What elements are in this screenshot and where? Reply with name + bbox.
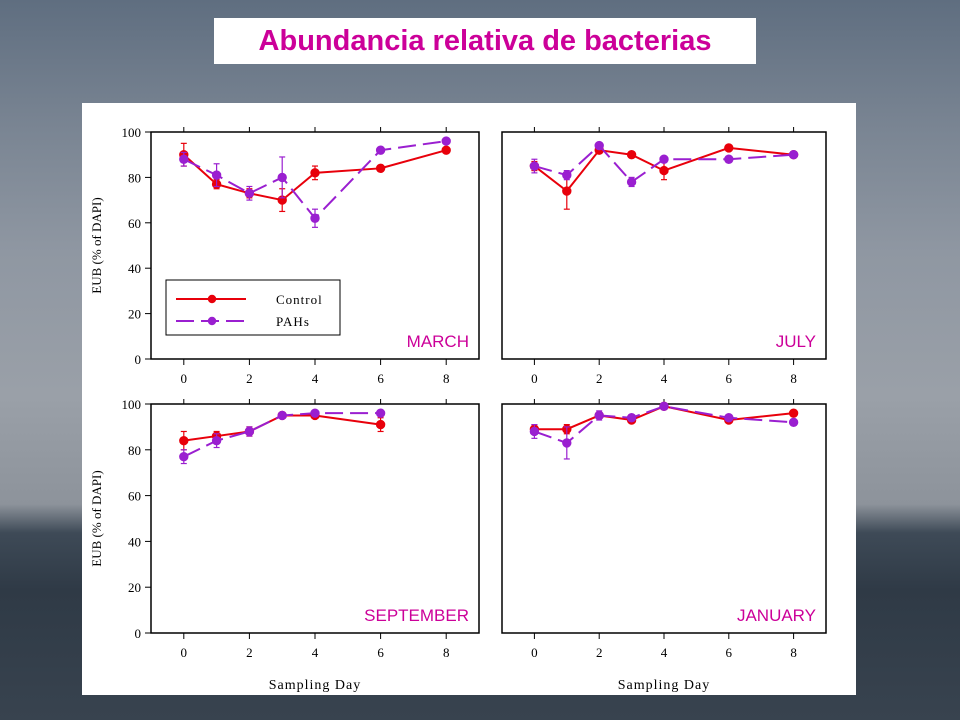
month-label: SEPTEMBER <box>364 606 469 625</box>
x-tick-label: 4 <box>312 645 319 660</box>
data-point-pahs <box>626 177 637 187</box>
data-point-pahs <box>310 408 320 418</box>
y-tick-label: 0 <box>135 352 142 367</box>
plot-frame <box>501 403 827 634</box>
data-point-pahs <box>244 188 255 198</box>
x-tick-label: 4 <box>661 645 668 660</box>
legend-box <box>165 279 341 336</box>
data-point-control <box>788 408 799 418</box>
data-point-control <box>375 163 386 174</box>
data-point-pahs <box>375 408 386 418</box>
data-point-pahs <box>211 435 222 446</box>
data-point-pahs <box>211 170 222 180</box>
data-point-control <box>562 186 572 196</box>
data-point-control <box>659 165 669 176</box>
data-point-pahs <box>594 140 604 151</box>
month-label: JANUARY <box>737 606 816 625</box>
x-tick-label: 4 <box>661 371 668 386</box>
y-tick-label: 20 <box>128 307 141 322</box>
x-tick-label: 0 <box>181 371 188 386</box>
x-tick-label: 0 <box>181 645 188 660</box>
x-tick-label: 8 <box>443 645 450 660</box>
data-point-pahs <box>594 410 604 421</box>
data-point-control <box>626 150 637 160</box>
x-tick-label: 8 <box>790 645 797 660</box>
data-point-pahs <box>562 438 572 448</box>
x-axis-label: Sampling Day <box>269 678 362 693</box>
title-box: Abundancia relativa de bacterias <box>214 18 756 64</box>
y-tick-label: 20 <box>128 580 141 595</box>
x-axis-label: Sampling Day <box>618 678 711 693</box>
data-point-pahs <box>277 410 287 421</box>
data-point-pahs <box>788 150 799 160</box>
y-tick-label: 80 <box>128 443 141 458</box>
page-title: Abundancia relativa de bacterias <box>258 24 712 57</box>
data-point-pahs <box>441 136 451 146</box>
y-tick-label: 100 <box>122 397 142 412</box>
data-point-pahs <box>659 401 669 411</box>
data-point-pahs <box>724 413 734 423</box>
y-tick-label: 40 <box>128 261 141 276</box>
y-tick-label: 0 <box>135 626 142 641</box>
data-point-pahs <box>310 213 320 223</box>
legend-label: PAHs <box>276 314 310 329</box>
data-point-control <box>441 145 451 155</box>
legend-label: Control <box>276 292 323 307</box>
x-tick-label: 4 <box>312 371 319 386</box>
x-tick-label: 2 <box>246 645 253 660</box>
y-tick-label: 80 <box>128 170 141 185</box>
data-point-pahs <box>788 417 799 428</box>
data-point-pahs <box>277 172 287 183</box>
y-tick-label: 100 <box>122 125 142 140</box>
data-point-pahs <box>724 154 734 164</box>
data-point-control <box>310 168 320 178</box>
month-label: MARCH <box>407 332 469 351</box>
x-tick-label: 8 <box>443 371 450 386</box>
data-point-control <box>375 419 386 430</box>
y-tick-label: 40 <box>128 534 141 549</box>
month-label: JULY <box>776 332 816 351</box>
data-point-pahs <box>375 145 386 155</box>
x-tick-label: 2 <box>246 371 253 386</box>
data-point-pahs <box>659 154 669 164</box>
x-tick-label: 2 <box>596 645 603 660</box>
legend-marker <box>207 294 217 304</box>
y-axis-label: EUB (% of DAPI) <box>89 470 104 566</box>
data-point-control <box>179 435 189 446</box>
subplot-january: 0 2 4 6 8 Sampling Day JANUARY <box>501 399 827 693</box>
x-tick-label: 0 <box>531 371 538 386</box>
data-point-pahs <box>179 154 189 164</box>
series-line-pahs <box>183 412 381 458</box>
x-tick-label: 2 <box>596 371 603 386</box>
x-tick-label: 8 <box>790 371 797 386</box>
y-tick-label: 60 <box>128 216 141 231</box>
data-point-pahs <box>529 426 540 437</box>
legend-marker <box>207 316 217 326</box>
x-tick-label: 6 <box>377 371 384 386</box>
data-point-pahs <box>562 170 572 180</box>
series-line-pahs <box>534 405 794 445</box>
x-tick-label: 6 <box>377 645 384 660</box>
subplot-july: 0 2 4 6 8 JULY <box>501 127 827 386</box>
y-tick-label: 60 <box>128 489 141 504</box>
x-tick-label: 0 <box>531 645 538 660</box>
data-point-pahs <box>244 426 255 437</box>
data-point-control <box>724 143 734 153</box>
x-tick-label: 6 <box>726 371 733 386</box>
data-point-pahs <box>179 451 189 462</box>
data-point-pahs <box>626 413 637 423</box>
legend: Control PAHs <box>165 279 341 336</box>
y-axis-label: EUB (% of DAPI) <box>89 197 104 293</box>
chart-panel: 0 2 4 6 8 0 20 40 60 80 100 EUB (% of DAPI) MARCH Con… <box>82 103 856 695</box>
x-tick-label: 6 <box>726 645 733 660</box>
data-point-pahs <box>529 161 540 171</box>
